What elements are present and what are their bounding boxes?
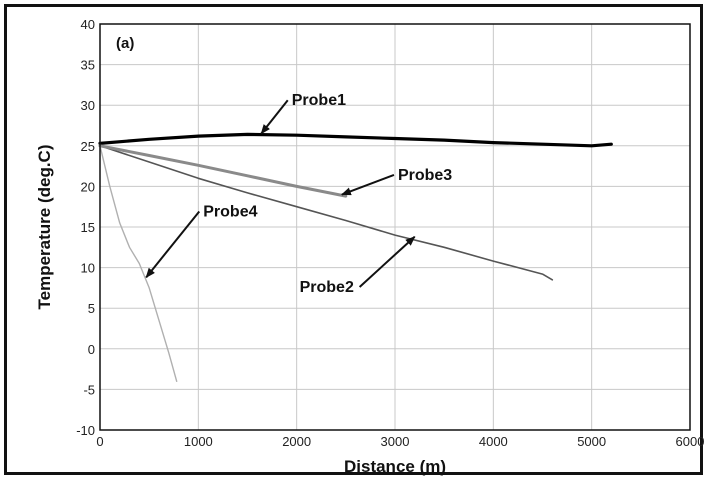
tick-labels: 0 1000 2000 3000 4000 5000 6000 -10 -5 0 5 10 15 20 25… xyxy=(76,17,704,449)
x-axis-label: Distance (m) xyxy=(344,457,446,476)
x-tick-label: 1000 xyxy=(184,434,213,449)
annotation-arrow-probe4 xyxy=(145,210,201,279)
y-tick-label: 25 xyxy=(81,139,95,154)
series-line-probe4 xyxy=(99,145,178,382)
x-tick-label: 3000 xyxy=(381,434,410,449)
y-tick-label: 15 xyxy=(81,220,95,235)
y-tick-label: -5 xyxy=(83,382,95,397)
annotation-arrow-probe2 xyxy=(358,236,416,288)
annotation-label-probe4: Probe4 xyxy=(203,203,257,220)
annotation-label-probe1: Probe1 xyxy=(292,92,346,109)
annotation-label-probe2: Probe2 xyxy=(300,279,354,296)
x-tick-label: 5000 xyxy=(577,434,606,449)
series-line-probe2 xyxy=(99,145,554,281)
y-tick-label: 0 xyxy=(88,342,95,357)
x-tick-label: 2000 xyxy=(282,434,311,449)
plot-area xyxy=(99,23,691,431)
x-tick-label: 0 xyxy=(96,434,103,449)
annotation-arrow-probe3 xyxy=(340,173,395,196)
annotation-arrow-probe1 xyxy=(260,99,289,135)
x-tick-label: 6000 xyxy=(676,434,705,449)
figure-frame xyxy=(4,4,703,475)
y-tick-label: 40 xyxy=(81,17,95,32)
y-tick-label: 5 xyxy=(88,301,95,316)
y-axis-label: Temperature (deg.C) xyxy=(35,145,54,310)
series-line-probe3 xyxy=(98,144,348,198)
y-tick-label: 30 xyxy=(81,98,95,113)
x-tick-label: 4000 xyxy=(479,434,508,449)
series-layer xyxy=(98,132,613,382)
y-tick-label: 20 xyxy=(81,179,95,194)
panel-label: (a) xyxy=(116,35,134,52)
grid xyxy=(99,23,691,431)
y-tick-label: 10 xyxy=(81,261,95,276)
annotation-label-probe3: Probe3 xyxy=(398,167,452,184)
y-tick-label: 35 xyxy=(81,58,95,73)
annotations: Probe1 Probe3 Probe4 Probe2 xyxy=(145,92,452,296)
series-line-probe1 xyxy=(98,132,613,148)
y-tick-label: -10 xyxy=(76,423,95,438)
